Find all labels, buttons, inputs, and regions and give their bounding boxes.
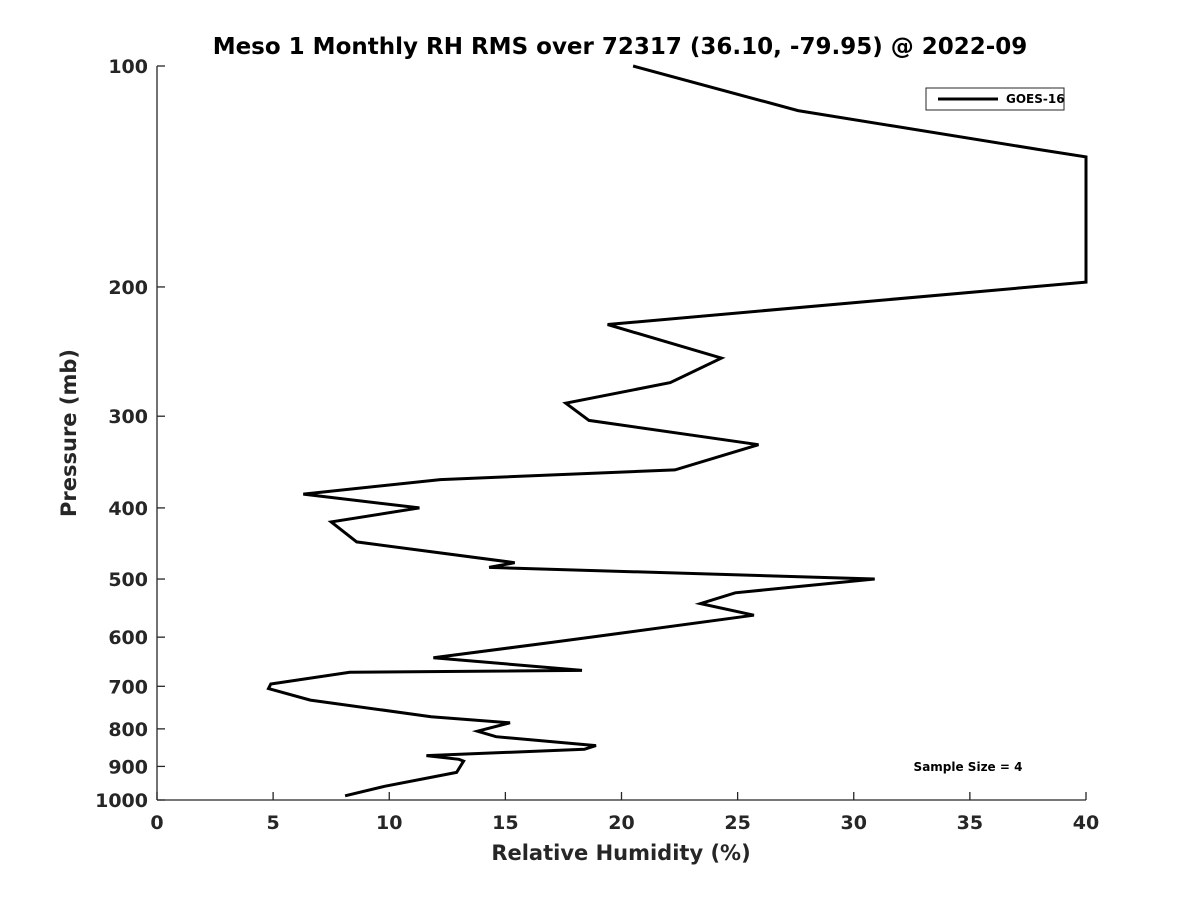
x-tick-label: 15 <box>492 812 518 834</box>
chart-title: Meso 1 Monthly RH RMS over 72317 (36.10,… <box>213 34 1028 60</box>
y-tick-label: 700 <box>108 676 148 698</box>
y-tick-label: 400 <box>108 498 148 520</box>
y-tick-label: 100 <box>108 56 148 78</box>
x-tick-label: 35 <box>957 812 983 834</box>
x-tick-label: 40 <box>1073 812 1099 834</box>
y-tick-label: 1000 <box>95 790 148 812</box>
series-layer <box>266 64 1088 798</box>
sample-size-annotation: Sample Size = 4 <box>914 760 1023 774</box>
y-tick-label: 800 <box>108 719 148 741</box>
x-axis-label: Relative Humidity (%) <box>491 841 750 865</box>
legend-entry-label: GOES-16 <box>1006 92 1065 106</box>
x-tick-label: 0 <box>150 812 163 834</box>
x-tick-label: 5 <box>267 812 280 834</box>
x-tick-label: 25 <box>724 812 750 834</box>
x-tick-label: 30 <box>841 812 867 834</box>
y-tick-label: 200 <box>108 277 148 299</box>
y-axis-ticks: 100 200 300 400 500 600 700 800 900 1000 <box>95 56 165 812</box>
x-tick-label: 10 <box>376 812 402 834</box>
y-tick-label: 500 <box>108 569 148 591</box>
x-tick-label: 20 <box>608 812 634 834</box>
y-tick-label: 900 <box>108 756 148 778</box>
legend: GOES-16 <box>925 87 1065 111</box>
y-tick-label: 600 <box>108 627 148 649</box>
y-tick-label: 300 <box>108 406 148 428</box>
series-line-goes-16 <box>266 64 1088 798</box>
y-axis-label: Pressure (mb) <box>57 349 81 517</box>
x-axis-ticks: 0 5 10 15 20 25 30 35 40 <box>150 792 1099 834</box>
